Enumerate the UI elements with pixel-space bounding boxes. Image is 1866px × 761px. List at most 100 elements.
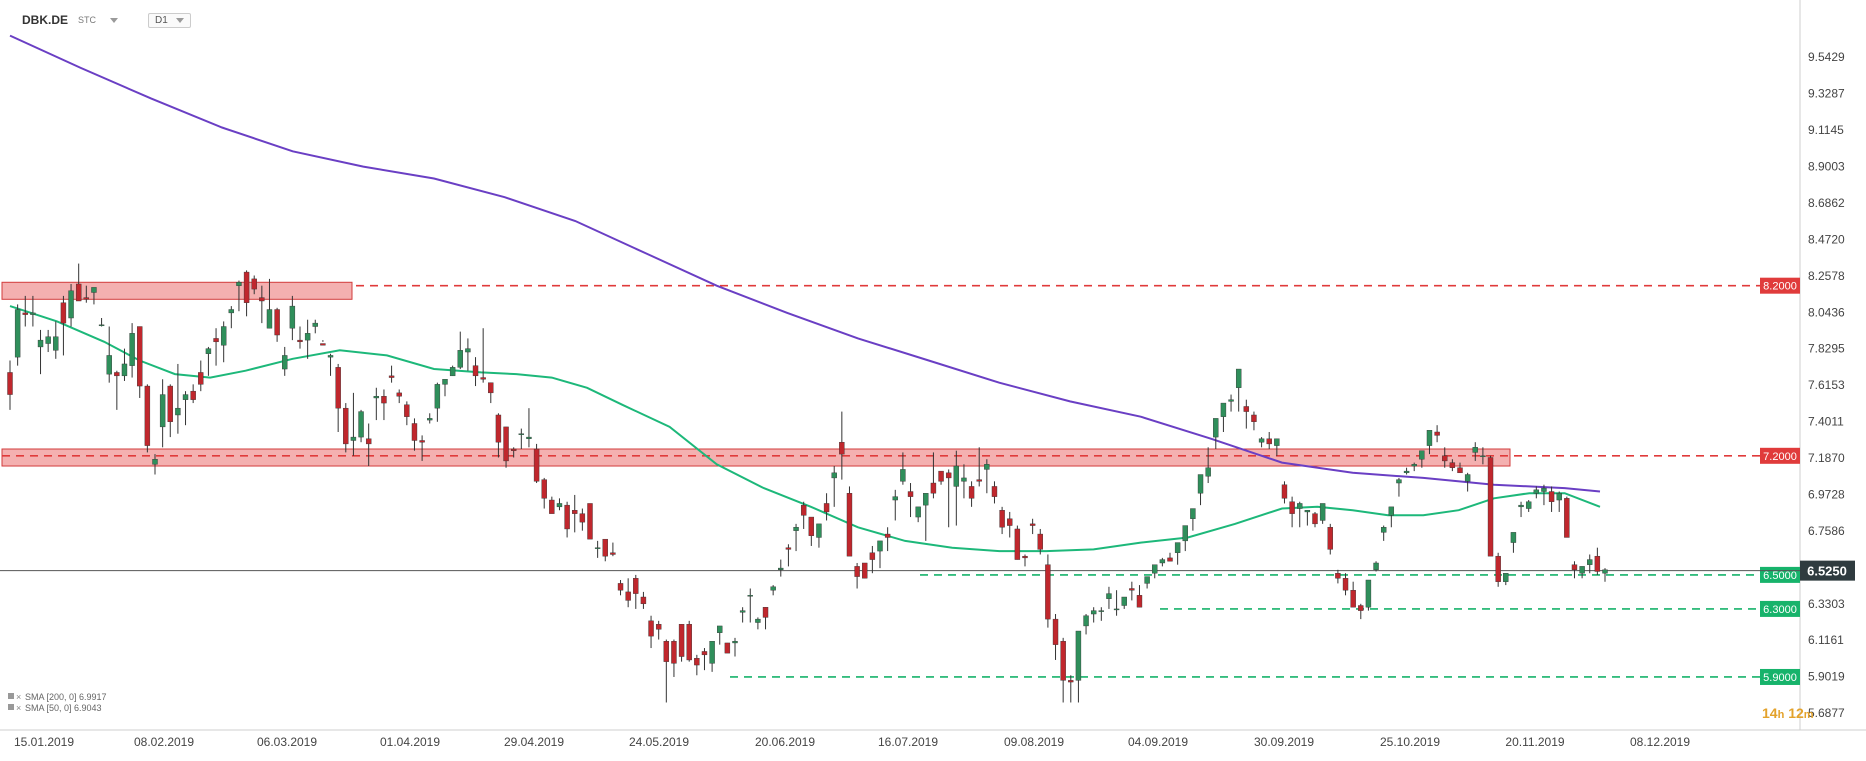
candle-body — [1251, 414, 1257, 422]
x-tick-label: 01.04.2019 — [380, 735, 440, 749]
candle-body — [541, 479, 547, 499]
candle-body — [778, 567, 784, 570]
candle-body — [793, 527, 799, 531]
candle-body — [1197, 474, 1204, 494]
candle-body — [884, 533, 891, 538]
candle — [625, 578, 631, 608]
level-badge-bg — [1760, 668, 1800, 685]
candle-body — [1281, 484, 1288, 499]
level-badge: 7.2000 — [1760, 447, 1800, 464]
candle-body — [1274, 438, 1280, 446]
candle — [579, 508, 586, 531]
candle-body — [1335, 572, 1341, 579]
candle-body — [213, 338, 219, 343]
interval-select[interactable]: D1 — [148, 12, 191, 28]
candle-body — [266, 309, 273, 329]
candle — [1564, 496, 1570, 538]
candle-body — [312, 322, 318, 327]
candle — [1052, 614, 1059, 660]
level-badge-bg — [1760, 277, 1800, 294]
close-icon: × — [16, 692, 21, 702]
candle — [610, 542, 616, 557]
candle-body — [1312, 513, 1318, 525]
candle — [991, 481, 998, 504]
candle — [1167, 552, 1173, 562]
chevron-down-icon[interactable] — [110, 17, 119, 23]
candle — [1266, 431, 1272, 450]
candle — [1380, 525, 1387, 541]
countdown-minutes: 12 — [1784, 705, 1804, 721]
candle-body — [1495, 555, 1501, 582]
candle — [1533, 486, 1540, 499]
candle — [1358, 603, 1364, 620]
candle-body — [572, 510, 578, 514]
candle-body — [45, 336, 51, 344]
candle — [358, 409, 364, 443]
candle-body — [381, 396, 387, 404]
y-tick-label: 5.9019 — [1808, 670, 1845, 684]
candle-body — [846, 493, 853, 557]
candle-body — [640, 596, 647, 605]
candle-body — [1426, 430, 1433, 446]
symbol-label[interactable]: DBK.DE — [22, 13, 69, 27]
candle-body — [915, 506, 921, 518]
candle — [1594, 547, 1601, 575]
candle-body — [732, 641, 738, 644]
candle-body — [419, 440, 425, 443]
candle — [289, 295, 296, 341]
y-tick-label: 8.6862 — [1808, 196, 1845, 210]
candle — [541, 477, 547, 509]
candle — [381, 389, 387, 421]
candle — [1129, 581, 1135, 601]
candle-body — [1304, 510, 1311, 513]
candle — [572, 494, 578, 533]
candle — [495, 413, 502, 458]
candle — [793, 523, 799, 552]
countdown-hours: 14 — [1762, 705, 1778, 721]
candle — [923, 493, 929, 541]
candle — [98, 318, 105, 327]
candle-body — [869, 552, 876, 560]
candle — [778, 559, 784, 577]
candle — [831, 466, 837, 507]
candle — [1411, 462, 1417, 472]
candle — [1556, 491, 1562, 512]
candle — [678, 624, 685, 662]
candle — [427, 413, 433, 424]
candle — [846, 486, 853, 557]
candle-body — [747, 595, 753, 597]
candle-body — [220, 326, 227, 346]
candle-body — [14, 309, 21, 358]
candle-body — [900, 469, 906, 482]
candle-body — [1228, 399, 1234, 402]
candle — [1190, 508, 1196, 531]
candle-body — [694, 658, 700, 666]
candle — [747, 588, 753, 623]
candle-body — [289, 305, 296, 329]
candle-body — [808, 516, 815, 536]
candle — [327, 353, 334, 376]
candle-body — [68, 290, 74, 319]
candle-body — [274, 309, 280, 336]
candle — [182, 391, 189, 426]
candle — [1197, 474, 1204, 506]
candle-body — [930, 482, 937, 494]
close-icon: × — [16, 703, 21, 713]
candle-body — [518, 433, 525, 435]
chevron-down-icon — [175, 17, 184, 23]
candle — [602, 538, 608, 562]
candle — [205, 346, 212, 376]
candle — [503, 426, 509, 468]
x-tick-label: 15.01.2019 — [14, 735, 74, 749]
candle-body — [182, 394, 189, 400]
candle — [671, 639, 677, 677]
candle-body — [961, 477, 967, 482]
candle-body — [449, 367, 456, 377]
candle-body — [526, 436, 532, 439]
candle — [1060, 637, 1066, 703]
y-tick-label: 8.0436 — [1808, 305, 1845, 319]
candle-body — [129, 333, 135, 366]
candle — [694, 654, 700, 676]
candle-body — [1350, 590, 1356, 608]
